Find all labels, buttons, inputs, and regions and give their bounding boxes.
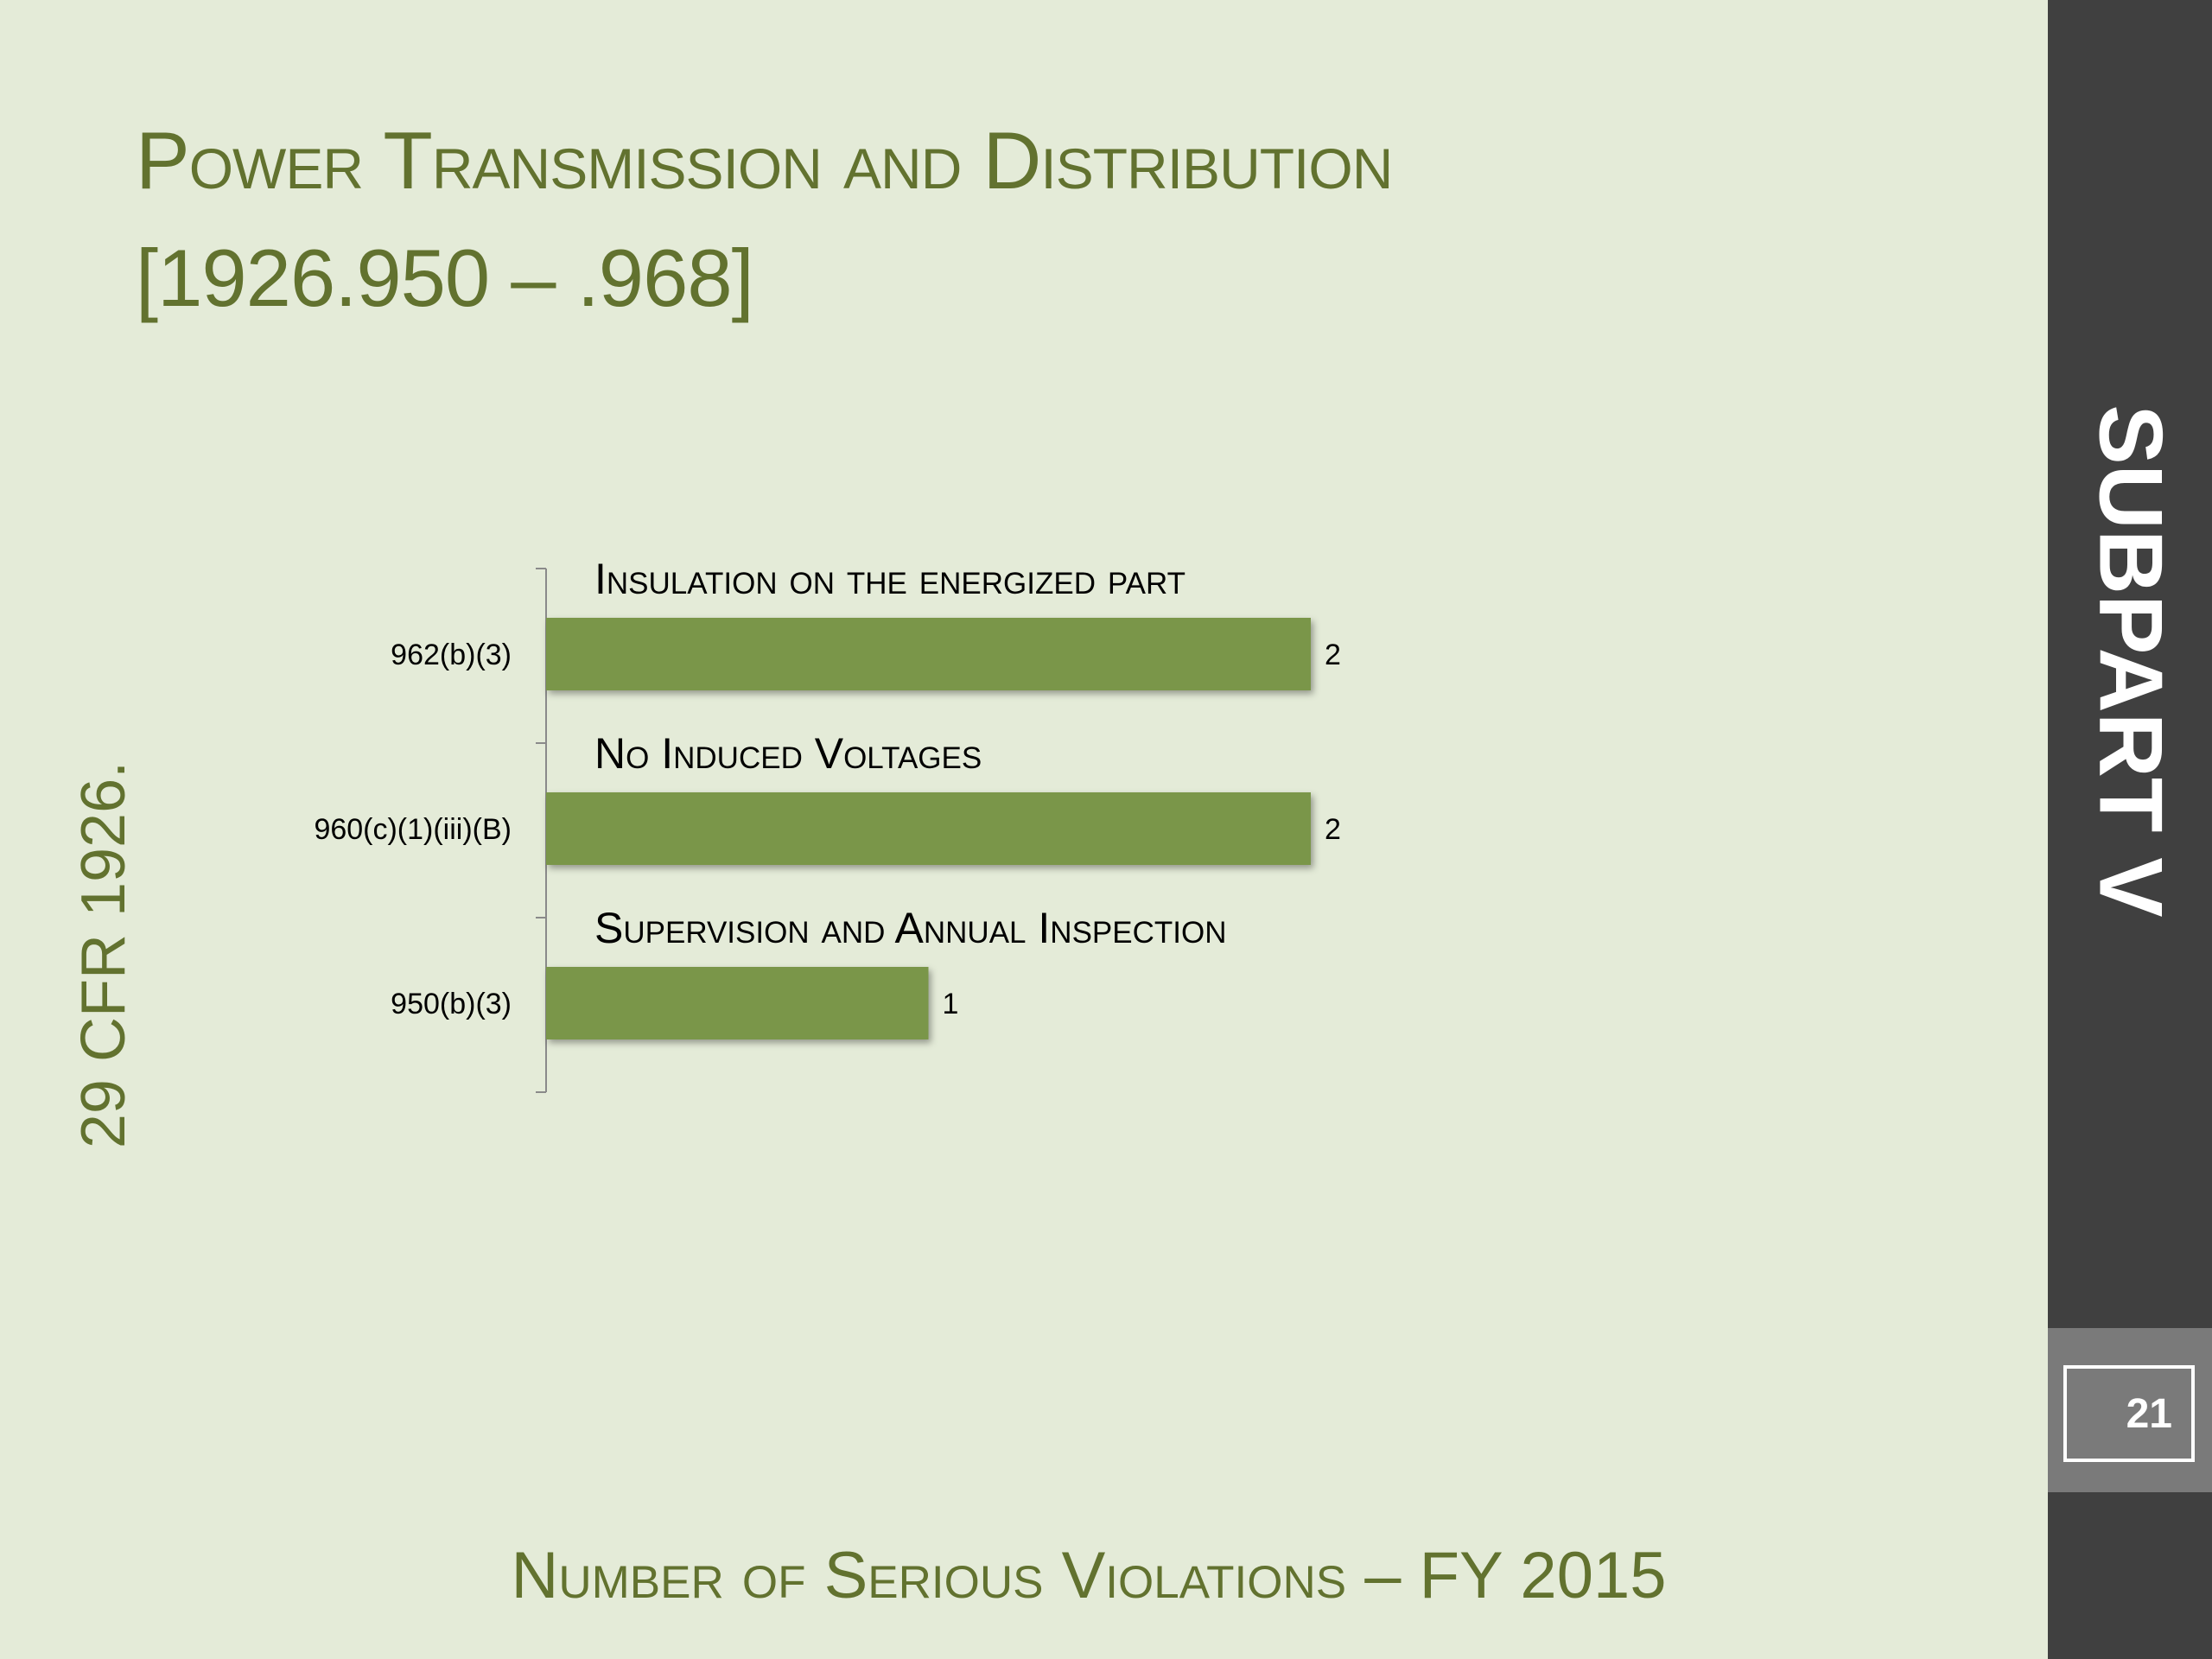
category-label: 962(b)(3): [391, 639, 512, 671]
title-line-1: Power Transmission and Distribution: [136, 115, 1393, 206]
page-number-band: [2048, 1328, 2212, 1492]
bar: [546, 618, 1311, 690]
bar-annotation: Supervision and Annual Inspection: [594, 904, 1226, 952]
category-label: 960(c)(1)(iii)(B): [314, 813, 512, 846]
page-number: 21: [2063, 1365, 2195, 1462]
bar-annotation: Insulation on the energized part: [594, 555, 1185, 603]
chart-footer-caption: Number of Serious Violations – FY 2015: [511, 1539, 1667, 1612]
data-label: 2: [1325, 813, 1341, 846]
bar: [546, 967, 929, 1039]
bar: [546, 792, 1311, 865]
sidebar-label: SUBPART V: [2080, 404, 2181, 918]
title-line-2: [1926.950 – .968]: [136, 232, 754, 323]
bar-annotation: No Induced Voltages: [594, 729, 982, 778]
category-label: 950(b)(3): [391, 988, 512, 1020]
data-label: 2: [1325, 639, 1341, 671]
slide-title: Power Transmission and Distribution [192…: [136, 102, 1393, 337]
data-label: 1: [943, 988, 959, 1020]
